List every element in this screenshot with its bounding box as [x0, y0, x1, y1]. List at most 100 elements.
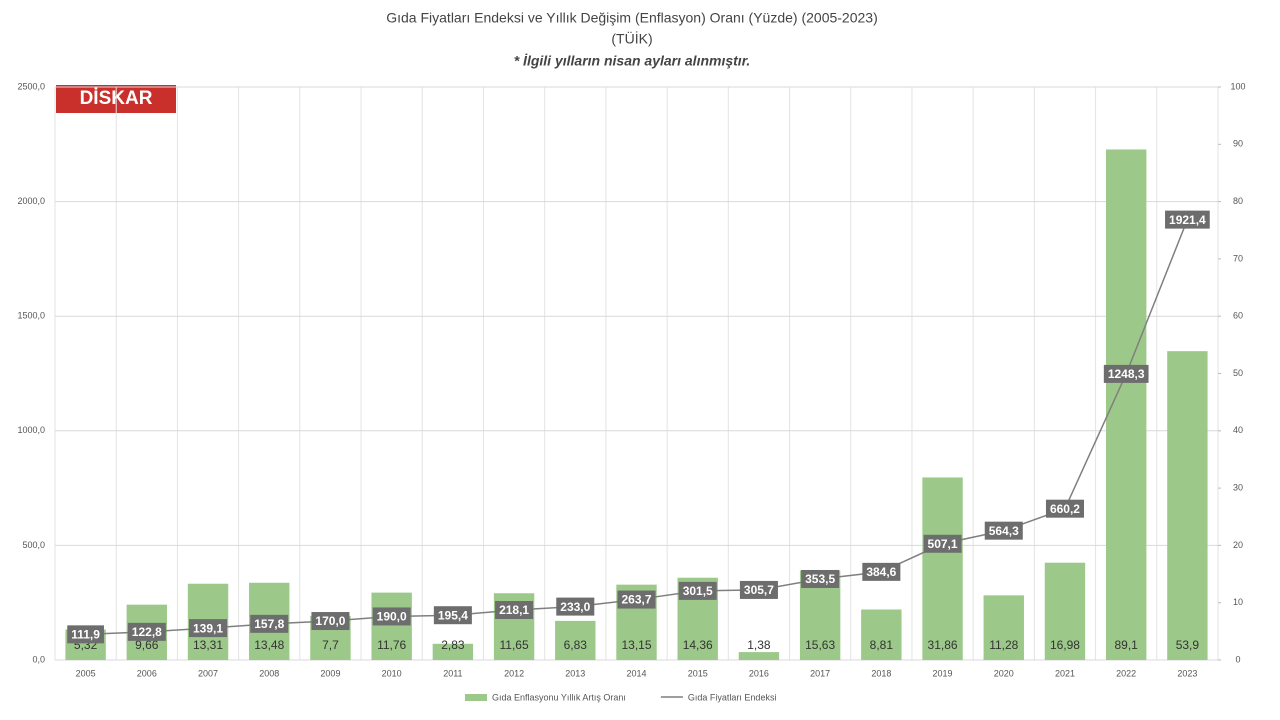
y-tick-label: 2000,0 [17, 196, 45, 206]
line-label: 218,1 [499, 603, 529, 617]
x-tick-label: 2018 [871, 668, 891, 678]
line-label-box [862, 562, 901, 581]
bar [1167, 351, 1208, 660]
y2-tick-label: 80 [1233, 196, 1243, 206]
x-tick-label: 2014 [626, 668, 646, 678]
bar [371, 592, 412, 660]
bar-label: 1,38 [747, 638, 771, 652]
line-label: 170,0 [315, 614, 345, 628]
line-label: 190,0 [377, 610, 407, 624]
legend-label: Gıda Fiyatları Endeksi [688, 692, 777, 702]
line-label: 301,5 [683, 584, 713, 598]
line-label: 122,8 [132, 625, 162, 639]
line-label-box [189, 619, 228, 638]
x-tick-label: 2012 [504, 668, 524, 678]
x-tick-label: 2013 [565, 668, 585, 678]
bar [555, 620, 596, 660]
bar-label: 11,76 [377, 638, 406, 652]
line-label-box [923, 534, 962, 553]
bar-label: 11,65 [500, 638, 529, 652]
line-label-box [1045, 499, 1084, 518]
y-tick-label: 2500,0 [17, 81, 45, 91]
x-tick-label: 2005 [76, 668, 96, 678]
y-tick-label: 1000,0 [17, 425, 45, 435]
bar-label: 13,48 [254, 638, 284, 652]
bar-label: 9,66 [135, 638, 159, 652]
line-label: 353,5 [805, 572, 835, 586]
y-tick-label: 500,0 [22, 540, 45, 550]
y2-tick-label: 70 [1233, 253, 1243, 263]
x-tick-label: 2011 [443, 668, 462, 678]
bar-label: 13,31 [193, 638, 223, 652]
line-label: 139,1 [193, 621, 223, 635]
line-label-box [67, 625, 104, 644]
x-tick-label: 2021 [1055, 668, 1075, 678]
x-tick-label: 2017 [810, 668, 830, 678]
line-label: 305,7 [744, 583, 774, 597]
y2-tick-label: 20 [1233, 540, 1243, 550]
y2-tick-label: 100 [1230, 81, 1245, 91]
line-label-box [311, 612, 350, 631]
line-label-box [433, 606, 472, 625]
x-tick-label: 2023 [1177, 668, 1197, 678]
x-tick-label: 2019 [933, 668, 953, 678]
bar-label: 89,1 [1115, 638, 1139, 652]
line-label: 233,0 [560, 600, 590, 614]
line-label-box [250, 614, 289, 633]
bar-label: 6,83 [564, 638, 588, 652]
line-label-box [372, 607, 411, 626]
x-tick-label: 2020 [994, 668, 1014, 678]
bar-label: 15,63 [805, 638, 835, 652]
bar-label: 13,15 [621, 638, 651, 652]
line-label-box [801, 569, 840, 588]
x-tick-label: 2007 [198, 668, 218, 678]
x-tick-label: 2010 [382, 668, 402, 678]
line-label-box [1103, 364, 1149, 383]
bar-label: 53,9 [1176, 638, 1200, 652]
y2-tick-label: 40 [1233, 425, 1243, 435]
bar-label: 7,7 [322, 638, 339, 652]
x-tick-label: 2009 [320, 668, 340, 678]
bar [738, 652, 780, 660]
line-label-box [984, 521, 1023, 540]
x-tick-label: 2016 [749, 668, 769, 678]
chart-title-2: (TÜİK) [611, 30, 652, 47]
y2-tick-label: 90 [1233, 139, 1243, 149]
line-label: 1248,3 [1108, 367, 1145, 381]
bar [922, 477, 963, 660]
line-label-box [495, 601, 534, 620]
x-tick-label: 2022 [1116, 668, 1136, 678]
line-label: 263,7 [621, 593, 651, 607]
line-label-box [739, 580, 778, 599]
bar [861, 609, 902, 660]
y2-tick-label: 30 [1233, 482, 1243, 492]
bar [983, 595, 1024, 660]
y-tick-label: 0,0 [32, 654, 45, 664]
y-tick-label: 1500,0 [17, 311, 45, 321]
line-label: 384,6 [866, 565, 896, 579]
legend-swatch [465, 694, 487, 701]
y2-tick-label: 60 [1233, 311, 1243, 321]
line-label-box [1165, 210, 1210, 229]
bar-label: 2,83 [441, 638, 465, 652]
x-tick-label: 2006 [137, 668, 157, 678]
y2-tick-label: 50 [1233, 368, 1243, 378]
subtitle: * İlgili yılların nisan ayları alınmıştı… [514, 53, 751, 69]
line-label: 564,3 [989, 524, 1019, 538]
bar-label: 11,28 [989, 638, 1018, 652]
bar [1044, 562, 1086, 660]
bar-label: 31,86 [928, 638, 958, 652]
chart-title: Gıda Fiyatları Endeksi ve Yıllık Değişim… [386, 10, 878, 26]
x-tick-label: 2008 [259, 668, 279, 678]
line-label-box [556, 597, 595, 616]
line-label-box [617, 590, 656, 609]
y2-tick-label: 0 [1235, 654, 1240, 664]
line-label: 507,1 [928, 537, 958, 551]
bar-label: 16,98 [1050, 638, 1080, 652]
line-label-box [127, 622, 166, 641]
bar-label: 8,81 [870, 638, 894, 652]
legend-label: Gıda Enflasyonu Yıllık Artış Oranı [492, 692, 626, 702]
y2-tick-label: 10 [1233, 597, 1243, 607]
line-label: 195,4 [438, 608, 468, 622]
